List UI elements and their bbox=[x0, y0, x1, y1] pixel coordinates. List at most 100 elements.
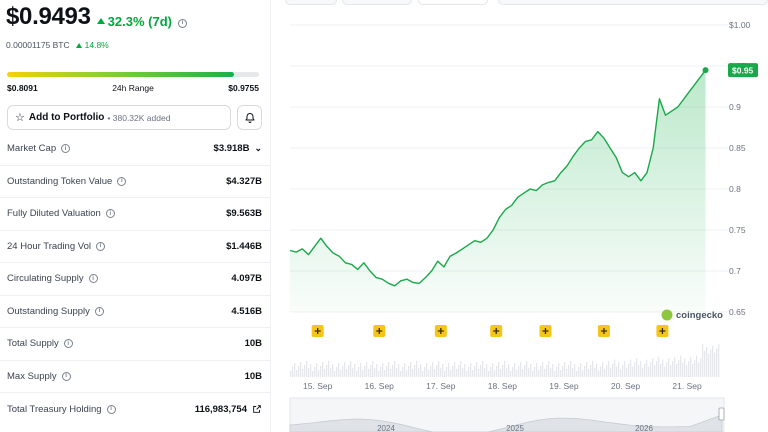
volume-bar bbox=[578, 367, 580, 377]
stat-label-text: Outstanding Token Value bbox=[7, 175, 113, 187]
volume-bar bbox=[660, 363, 662, 377]
event-marker bbox=[656, 325, 669, 337]
volume-bar bbox=[606, 365, 608, 377]
volume-bar bbox=[534, 367, 536, 377]
plus-icon bbox=[376, 328, 383, 334]
portfolio-added-count: • 380.32K added bbox=[107, 112, 171, 123]
plus-icon bbox=[659, 328, 666, 334]
price-area bbox=[290, 70, 706, 312]
stat-value: $1.446B bbox=[226, 241, 262, 252]
volume-bar bbox=[650, 362, 652, 377]
volume-bar bbox=[546, 365, 548, 377]
volume-bar bbox=[614, 359, 616, 377]
volume-bar bbox=[354, 364, 356, 377]
volume-bar bbox=[380, 367, 382, 377]
volume-bar bbox=[698, 362, 700, 377]
volume-bar bbox=[544, 369, 546, 377]
info-icon[interactable]: i bbox=[106, 404, 116, 414]
volume-bar bbox=[684, 358, 686, 377]
volume-bar bbox=[472, 370, 474, 377]
range-24h-fill bbox=[7, 72, 234, 77]
event-marker bbox=[311, 325, 324, 337]
volume-bar bbox=[376, 364, 378, 377]
x-tick-label: 20. Sep bbox=[611, 381, 641, 391]
stat-row: Outstanding Token Value i $4.327B bbox=[0, 166, 270, 198]
volume-bar bbox=[680, 355, 682, 377]
range-label: 24h Range bbox=[112, 83, 154, 93]
volume-bar bbox=[484, 368, 486, 377]
info-icon[interactable]: i bbox=[63, 339, 73, 349]
info-icon[interactable]: i bbox=[95, 241, 105, 251]
info-icon[interactable]: i bbox=[61, 371, 71, 381]
stat-label-text: Outstanding Supply bbox=[7, 305, 90, 317]
x-tick-label: 16. Sep bbox=[365, 381, 395, 391]
volume-bar bbox=[394, 361, 396, 377]
volume-bar bbox=[476, 362, 478, 377]
external-link-icon[interactable] bbox=[252, 404, 262, 414]
volume-bar bbox=[554, 371, 556, 377]
volume-bar bbox=[384, 370, 386, 377]
price-chart[interactable]: $1.000.950.90.850.80.750.70.65$0.95coing… bbox=[280, 0, 768, 432]
info-icon[interactable]: i bbox=[94, 306, 104, 316]
volume-bar bbox=[490, 367, 492, 377]
volume-bar bbox=[414, 365, 416, 377]
event-marker bbox=[434, 325, 447, 337]
stat-label-text: Max Supply bbox=[7, 370, 57, 382]
stat-label-text: Market Cap bbox=[7, 143, 57, 155]
stat-value-text: 10B bbox=[244, 370, 262, 382]
volume-bar bbox=[404, 363, 406, 377]
volume-bar bbox=[706, 347, 708, 377]
plus-icon bbox=[493, 328, 500, 334]
bell-icon bbox=[245, 112, 254, 123]
add-to-portfolio-button[interactable]: ☆ Add to Portfolio • 380.32K added bbox=[7, 105, 231, 130]
volume-bar bbox=[488, 371, 490, 377]
volume-bar bbox=[568, 365, 570, 377]
volume-bar bbox=[448, 363, 450, 377]
volume-bar bbox=[670, 365, 672, 377]
info-icon[interactable]: i bbox=[177, 18, 187, 28]
info-icon[interactable]: i bbox=[88, 274, 98, 284]
stat-value: 10B bbox=[245, 338, 262, 349]
volume-bar bbox=[664, 366, 666, 377]
chart-tab-stub[interactable] bbox=[285, 0, 337, 5]
volume-bar bbox=[322, 362, 324, 377]
star-icon: ☆ bbox=[15, 112, 25, 124]
y-tick-label: 0.7 bbox=[729, 266, 741, 276]
current-price-tag bbox=[728, 63, 758, 78]
stat-label: Outstanding Supply i bbox=[7, 306, 104, 317]
volume-bar bbox=[666, 362, 668, 377]
coingecko-watermark: coingecko bbox=[676, 310, 723, 321]
volume-bar bbox=[590, 365, 592, 377]
volume-bar bbox=[644, 363, 646, 377]
info-icon[interactable]: i bbox=[117, 176, 127, 186]
volume-bar bbox=[556, 367, 558, 377]
stat-label: Outstanding Token Value i bbox=[7, 175, 127, 187]
stat-value: $3.918B ⌄ bbox=[214, 143, 262, 154]
info-icon[interactable]: i bbox=[61, 144, 71, 154]
volume-bar bbox=[314, 367, 316, 377]
stat-value: $4.327B bbox=[226, 176, 262, 187]
volume-bar bbox=[370, 365, 372, 377]
range-24h-labels: $0.8091 24h Range $0.9755 bbox=[7, 83, 259, 93]
volume-bar bbox=[328, 361, 330, 377]
price-alert-button[interactable] bbox=[237, 105, 262, 130]
plus-icon bbox=[314, 328, 321, 334]
volume-bar bbox=[374, 368, 376, 377]
volume-bar bbox=[482, 361, 484, 377]
chart-tab-stub[interactable] bbox=[342, 0, 412, 5]
chart-range-tabs-stub[interactable] bbox=[498, 0, 768, 5]
stat-row: Max Supply i 10B bbox=[0, 361, 270, 393]
stat-value-text: $3.918B bbox=[213, 143, 250, 155]
volume-bar bbox=[576, 371, 578, 377]
volume-bar bbox=[410, 362, 412, 377]
info-icon[interactable]: i bbox=[105, 209, 115, 219]
stat-value: 4.516B bbox=[231, 306, 262, 317]
chart-tab-stub[interactable] bbox=[418, 0, 488, 5]
volume-bar bbox=[460, 361, 462, 377]
volume-bar bbox=[688, 361, 690, 377]
volume-bar bbox=[320, 366, 322, 377]
volume-bar bbox=[446, 367, 448, 377]
chevron-down-icon[interactable]: ⌄ bbox=[254, 143, 262, 154]
volume-bar bbox=[436, 365, 438, 377]
volume-bar bbox=[580, 363, 582, 377]
